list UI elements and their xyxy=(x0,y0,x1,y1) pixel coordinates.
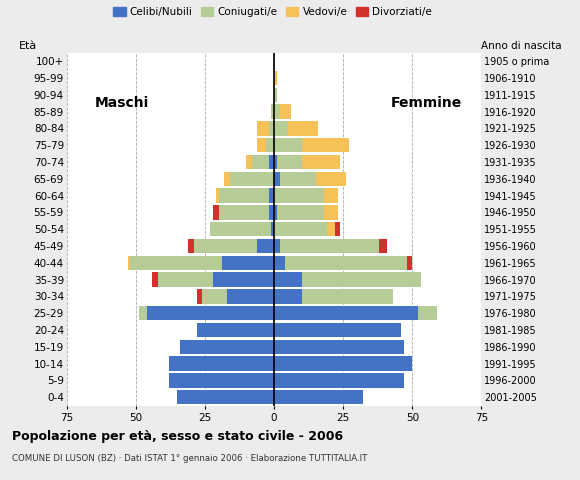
Bar xyxy=(224,172,230,186)
Bar xyxy=(324,205,338,219)
Bar xyxy=(147,306,274,320)
Bar xyxy=(302,273,420,287)
Bar xyxy=(258,138,266,152)
Bar xyxy=(379,239,387,253)
Bar xyxy=(252,155,269,169)
Legend: Celibi/Nubili, Coniugati/e, Vedovi/e, Divorziati/e: Celibi/Nubili, Coniugati/e, Vedovi/e, Di… xyxy=(109,3,436,21)
Bar xyxy=(211,222,271,236)
Bar xyxy=(194,239,258,253)
Text: COMUNE DI LUSON (BZ) · Dati ISTAT 1° gennaio 2006 · Elaborazione TUTTITALIA.IT: COMUNE DI LUSON (BZ) · Dati ISTAT 1° gen… xyxy=(12,454,367,463)
Bar xyxy=(302,138,349,152)
Bar xyxy=(222,256,274,270)
Bar xyxy=(274,256,285,270)
Bar xyxy=(153,273,158,287)
Bar xyxy=(246,155,252,169)
Text: Popolazione per età, sesso e stato civile - 2006: Popolazione per età, sesso e stato civil… xyxy=(12,430,343,443)
Bar xyxy=(327,222,335,236)
Bar xyxy=(130,256,222,270)
Bar xyxy=(274,373,404,387)
Bar xyxy=(316,172,346,186)
Bar xyxy=(302,155,340,169)
Bar xyxy=(197,323,274,337)
Bar xyxy=(227,289,274,303)
Bar xyxy=(258,239,274,253)
Bar xyxy=(258,121,269,135)
Bar xyxy=(280,105,291,119)
Bar xyxy=(274,273,302,287)
Bar xyxy=(288,121,318,135)
Bar xyxy=(269,155,274,169)
Bar xyxy=(274,205,277,219)
Bar xyxy=(274,289,302,303)
Bar xyxy=(269,189,274,203)
Bar xyxy=(274,189,324,203)
Bar xyxy=(213,205,219,219)
Bar xyxy=(213,273,274,287)
Bar xyxy=(197,289,202,303)
Bar xyxy=(128,256,130,270)
Bar xyxy=(274,121,288,135)
Bar xyxy=(302,289,393,303)
Text: Anno di nascita: Anno di nascita xyxy=(481,41,562,51)
Bar xyxy=(169,357,274,371)
Bar xyxy=(158,273,213,287)
Bar xyxy=(274,71,277,85)
Text: Età: Età xyxy=(19,41,37,51)
Bar xyxy=(269,205,274,219)
Bar xyxy=(274,323,401,337)
Bar xyxy=(180,340,274,354)
Bar xyxy=(407,256,412,270)
Bar xyxy=(335,222,340,236)
Bar xyxy=(169,373,274,387)
Bar xyxy=(271,105,274,119)
Bar xyxy=(219,205,269,219)
Bar xyxy=(188,239,194,253)
Bar xyxy=(271,222,274,236)
Bar xyxy=(230,172,274,186)
Bar xyxy=(216,189,219,203)
Bar xyxy=(219,189,269,203)
Bar xyxy=(274,390,362,404)
Text: Femmine: Femmine xyxy=(390,96,462,110)
Bar xyxy=(274,222,327,236)
Bar xyxy=(277,205,324,219)
Bar xyxy=(274,155,277,169)
Bar xyxy=(280,239,379,253)
Bar xyxy=(274,105,280,119)
Bar xyxy=(274,239,280,253)
Bar xyxy=(139,306,147,320)
Bar xyxy=(266,138,274,152)
Text: Maschi: Maschi xyxy=(95,96,149,110)
Bar xyxy=(202,289,227,303)
Bar xyxy=(277,155,302,169)
Bar xyxy=(324,189,338,203)
Bar xyxy=(177,390,274,404)
Bar xyxy=(280,172,316,186)
Bar xyxy=(274,88,277,102)
Bar xyxy=(274,340,404,354)
Bar xyxy=(274,357,412,371)
Bar xyxy=(274,306,418,320)
Bar xyxy=(274,138,302,152)
Bar xyxy=(269,121,274,135)
Bar xyxy=(274,172,280,186)
Bar xyxy=(285,256,407,270)
Bar xyxy=(418,306,437,320)
